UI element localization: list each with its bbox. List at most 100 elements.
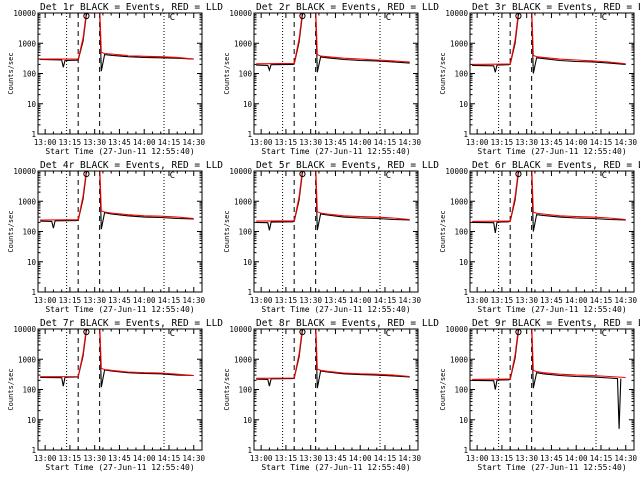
plot-frame	[37, 170, 203, 293]
panel-title: Det 5r BLACK = Events, RED = LLD	[256, 160, 439, 171]
lld-series-line	[256, 171, 410, 222]
panel-title: Det 9r BLACK = Events, RED = LLD	[472, 318, 640, 329]
detector-panel: Det 7r BLACK = Events, RED = LLD Counts/s…	[7, 318, 223, 472]
c-marker: C	[170, 171, 175, 181]
c-marker: C	[170, 13, 175, 23]
x-tick-label: 14:00	[133, 454, 156, 463]
x-tick-label: 14:15	[590, 138, 613, 147]
events-series-line	[256, 329, 410, 389]
x-tick-label: 14:30	[182, 296, 205, 305]
x-tick-label: 14:00	[565, 296, 588, 305]
x-tick-label: 13:45	[540, 296, 563, 305]
x-tick-label: 14:15	[374, 296, 397, 305]
detector-panel: Det 9r BLACK = Events, RED = LLD Counts/s…	[439, 318, 640, 472]
x-tick-label: 13:00	[250, 138, 273, 147]
x-tick-label: 13:00	[250, 296, 273, 305]
lld-series-line	[40, 171, 194, 221]
y-tick-label: 1	[247, 446, 252, 455]
x-tick-label: 13:15	[59, 138, 82, 147]
x-tick-label: 14:00	[133, 296, 156, 305]
detector-panel: Det 1r BLACK = Events, RED = LLD Counts/s…	[7, 2, 223, 156]
x-tick-label: 13:15	[59, 454, 82, 463]
x-tick-label: 13:30	[299, 296, 322, 305]
x-tick-label: 14:30	[614, 454, 637, 463]
x-tick-label: 14:30	[614, 296, 637, 305]
x-tick-label: 13:45	[108, 454, 131, 463]
series-group	[472, 329, 626, 429]
x-axis-label: Start Time (27-Jun-11 12:55:40)	[477, 463, 626, 472]
y-tick-label: 10	[27, 258, 37, 267]
panel-title: Det 6r BLACK = Events, RED = LLD	[472, 160, 640, 171]
y-tick-label: 1000	[450, 197, 469, 206]
c-marker: C	[602, 329, 607, 339]
reference-lines	[282, 329, 381, 450]
reference-lines	[498, 171, 597, 292]
x-tick-label: 14:15	[158, 296, 181, 305]
y-axis-label: Counts/sec	[439, 52, 447, 94]
x-axis-label: Start Time (27-Jun-11 12:55:40)	[261, 463, 410, 472]
x-tick-label: 13:15	[491, 454, 514, 463]
x-tick-label: 14:30	[398, 138, 421, 147]
y-tick-label: 1000	[450, 355, 469, 364]
x-tick-label: 13:15	[275, 454, 298, 463]
y-tick-label: 10	[459, 258, 469, 267]
y-tick-label: 10	[27, 416, 37, 425]
events-series-line	[40, 329, 194, 388]
y-axis-label: Counts/sec	[7, 368, 15, 410]
y-axis-label: Counts/sec	[223, 52, 231, 94]
c-marker: C	[170, 329, 175, 339]
y-tick-label: 10000	[13, 9, 36, 18]
x-tick-label: 13:30	[515, 454, 538, 463]
lld-series-line	[40, 329, 194, 378]
y-tick-label: 10	[27, 100, 37, 109]
panel-title: Det 1r BLACK = Events, RED = LLD	[40, 2, 223, 13]
y-tick-label: 1	[247, 130, 252, 139]
x-tick-label: 13:30	[83, 138, 106, 147]
c-marker: C	[602, 171, 607, 181]
y-tick-label: 100	[22, 228, 36, 237]
y-tick-label: 10000	[445, 167, 468, 176]
reference-lines	[498, 329, 597, 450]
series-group	[40, 171, 194, 230]
x-tick-label: 13:45	[324, 138, 347, 147]
y-tick-label: 1	[463, 446, 468, 455]
lld-series-line	[472, 329, 626, 380]
detector-panel: Det 3r BLACK = Events, RED = LLD Counts/s…	[439, 2, 640, 156]
detector-panel: Det 2r BLACK = Events, RED = LLD Counts/s…	[223, 2, 439, 156]
x-tick-label: 13:30	[83, 454, 106, 463]
y-tick-label: 10	[243, 416, 253, 425]
y-tick-label: 10000	[445, 9, 468, 18]
x-tick-label: 14:30	[398, 454, 421, 463]
reference-lines	[66, 13, 165, 134]
x-tick-label: 13:45	[108, 138, 131, 147]
y-tick-label: 1000	[450, 39, 469, 48]
series-group	[472, 171, 626, 233]
y-tick-label: 10000	[229, 167, 252, 176]
y-tick-label: 1000	[18, 39, 37, 48]
y-axis-label: Counts/sec	[7, 210, 15, 252]
y-axis-label: Counts/sec	[7, 52, 15, 94]
x-tick-label: 13:30	[299, 454, 322, 463]
y-tick-label: 10000	[229, 9, 252, 18]
lld-series-line	[472, 171, 626, 222]
plot-frame	[37, 328, 203, 451]
y-tick-label: 1000	[234, 39, 253, 48]
y-axis-label: Counts/sec	[439, 210, 447, 252]
lld-series-line	[256, 13, 410, 65]
x-tick-label: 13:45	[324, 454, 347, 463]
x-tick-label: 13:00	[466, 454, 489, 463]
panel-title: Det 7r BLACK = Events, RED = LLD	[40, 318, 223, 329]
y-tick-label: 100	[454, 386, 468, 395]
x-tick-label: 14:15	[158, 454, 181, 463]
x-tick-label: 14:15	[590, 296, 613, 305]
x-tick-label: 13:15	[59, 296, 82, 305]
x-tick-label: 13:15	[275, 296, 298, 305]
plot-frame	[253, 170, 419, 293]
x-tick-label: 14:00	[349, 454, 372, 463]
y-tick-label: 10	[243, 100, 253, 109]
x-tick-label: 13:45	[108, 296, 131, 305]
plot-frame	[253, 12, 419, 135]
detector-panel: Det 6r BLACK = Events, RED = LLD Counts/s…	[439, 160, 640, 314]
x-tick-label: 14:15	[374, 138, 397, 147]
y-tick-label: 10	[459, 416, 469, 425]
